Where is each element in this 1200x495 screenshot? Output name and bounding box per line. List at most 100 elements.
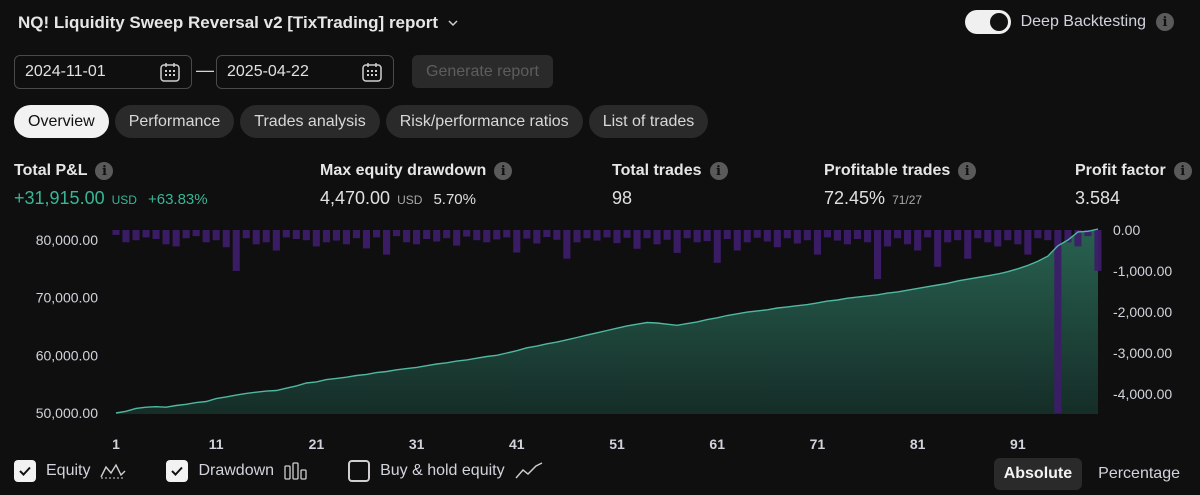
legend-buy-hold[interactable]: Buy & hold equity — [348, 460, 543, 482]
drawdown-bar — [653, 230, 661, 245]
drawdown-bar — [793, 230, 801, 244]
drawdown-bar — [683, 230, 691, 239]
chevron-down-icon[interactable] — [448, 18, 458, 28]
report-title: NQ! Liquidity Sweep Reversal v2 [TixTrad… — [18, 13, 439, 32]
equity-checkbox[interactable] — [14, 460, 36, 482]
drawdown-bar — [292, 230, 300, 239]
drawdown-bar — [112, 230, 120, 235]
drawdown-bar — [763, 230, 771, 242]
drawdown-bar — [413, 230, 421, 245]
equity-drawdown-chart[interactable]: 80,000.00 70,000.00 60,000.00 50,000.00 0.00… — [0, 222, 1200, 457]
drawdown-bar — [623, 230, 631, 238]
drawdown-bar — [443, 230, 451, 239]
drawdown-checkbox[interactable] — [166, 460, 189, 482]
drawdown-bar — [894, 230, 902, 239]
drawdown-bar — [533, 230, 541, 244]
calendar-icon[interactable] — [361, 61, 383, 83]
tab-risk-performance-ratios[interactable]: Risk/performance ratios — [385, 105, 583, 138]
stat-label: Profit factor — [1075, 162, 1166, 179]
info-icon[interactable]: i — [709, 162, 728, 180]
date-separator: — — [196, 60, 214, 80]
drawdown-bar — [272, 230, 280, 251]
deep-backtesting-toggle[interactable] — [964, 10, 1011, 34]
end-date-input[interactable]: 2025-04-22 — [216, 55, 394, 89]
drawdown-bar — [603, 230, 611, 238]
drawdown-bar — [663, 230, 671, 240]
tab-list-of-trades[interactable]: List of trades — [588, 105, 709, 138]
total-pnl-unit: USD — [111, 193, 137, 207]
y-right-tick: 0.00 — [1113, 222, 1140, 238]
info-icon[interactable]: i — [958, 162, 977, 180]
drawdown-bar — [864, 230, 872, 243]
drawdown-bar — [924, 230, 932, 238]
start-date-input[interactable]: 2024-11-01 — [14, 55, 192, 89]
drawdown-bar — [613, 230, 621, 244]
stat-label: Profitable trades — [824, 162, 951, 179]
drawdown-bar — [1014, 230, 1022, 245]
drawdown-bar — [342, 230, 350, 245]
profitable-trades-ratio: 71/27 — [892, 193, 923, 207]
legend-equity[interactable]: Equity — [14, 460, 126, 482]
drawdown-bar — [473, 230, 481, 241]
drawdown-bar — [463, 230, 471, 237]
info-icon[interactable]: i — [1173, 162, 1192, 180]
total-pnl-percent: +63.83% — [147, 191, 208, 208]
drawdown-bar — [242, 230, 250, 239]
drawdown-bar — [643, 230, 651, 239]
info-icon[interactable]: i — [494, 162, 513, 180]
drawdown-bar — [142, 230, 150, 238]
info-icon[interactable]: i — [95, 162, 114, 180]
x-tick: 21 — [309, 436, 325, 452]
bar-chart-icon — [284, 462, 307, 480]
drawdown-bar — [262, 230, 270, 243]
tab-overview[interactable]: Overview — [14, 105, 109, 138]
x-tick: 31 — [409, 436, 425, 452]
calendar-icon[interactable] — [159, 61, 181, 83]
drawdown-bar — [222, 230, 230, 248]
drawdown-bar — [513, 230, 521, 253]
drawdown-bar — [914, 230, 922, 251]
drawdown-bar — [232, 230, 240, 271]
drawdown-bar — [132, 230, 140, 241]
absolute-button[interactable]: Absolute — [993, 458, 1083, 490]
y-left-tick: 50,000.00 — [36, 405, 98, 421]
legend-label: Buy & hold equity — [380, 462, 505, 479]
x-tick: 71 — [810, 436, 826, 452]
toggle-knob — [989, 13, 1008, 31]
tab-trades-analysis[interactable]: Trades analysis — [240, 105, 380, 138]
drawdown-bar — [322, 230, 330, 243]
x-tick: 11 — [209, 436, 224, 452]
buy-hold-checkbox[interactable] — [348, 460, 371, 482]
max-drawdown-unit: USD — [397, 193, 423, 207]
tab-performance[interactable]: Performance — [114, 105, 235, 138]
drawdown-bar — [282, 230, 290, 238]
x-tick: 41 — [509, 436, 525, 452]
y-right-tick: -1,000.00 — [1113, 263, 1172, 279]
drawdown-bar — [152, 230, 160, 239]
drawdown-bar — [783, 230, 791, 239]
drawdown-bar — [593, 230, 601, 241]
drawdown-bar — [1094, 230, 1102, 271]
legend-label: Drawdown — [198, 462, 275, 479]
drawdown-bar — [843, 230, 851, 245]
info-icon[interactable]: i — [1156, 13, 1174, 31]
report-header[interactable]: NQ! Liquidity Sweep Reversal v2 [TixTrad… — [18, 10, 458, 36]
drawdown-bar — [553, 230, 561, 240]
drawdown-bar — [523, 230, 531, 239]
drawdown-bar — [974, 230, 982, 239]
drawdown-bar — [543, 230, 551, 237]
drawdown-bar — [633, 230, 641, 249]
drawdown-bar — [1034, 230, 1042, 239]
percentage-button[interactable]: Percentage — [1098, 465, 1180, 482]
equity-area — [116, 229, 1098, 414]
drawdown-bar — [423, 230, 431, 239]
drawdown-bar — [483, 230, 491, 243]
drawdown-bar — [994, 230, 1002, 247]
generate-report-button[interactable]: Generate report — [412, 55, 553, 88]
drawdown-bar — [383, 230, 391, 255]
drawdown-bar — [212, 230, 220, 241]
drawdown-bar — [773, 230, 781, 248]
legend-drawdown[interactable]: Drawdown — [166, 460, 308, 482]
drawdown-bar — [393, 230, 401, 237]
drawdown-bar — [373, 230, 381, 238]
